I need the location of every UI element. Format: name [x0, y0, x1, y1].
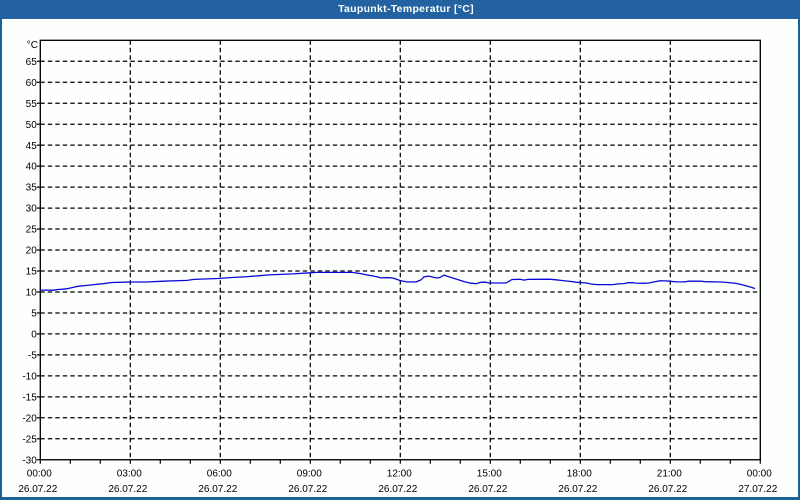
- svg-text:0: 0: [31, 330, 37, 341]
- svg-text:-20: -20: [22, 413, 37, 424]
- svg-text:35: 35: [26, 183, 38, 194]
- svg-text:15:00: 15:00: [477, 469, 502, 480]
- svg-text:26.07.22: 26.07.22: [558, 484, 597, 495]
- svg-text:09:00: 09:00: [297, 469, 322, 480]
- svg-text:18:00: 18:00: [567, 469, 592, 480]
- svg-text:°C: °C: [27, 40, 38, 51]
- svg-text:21:00: 21:00: [657, 469, 682, 480]
- svg-text:26.07.22: 26.07.22: [18, 484, 57, 495]
- svg-text:26.07.22: 26.07.22: [288, 484, 327, 495]
- svg-text:50: 50: [26, 120, 38, 131]
- svg-text:00:00: 00:00: [27, 469, 52, 480]
- svg-text:26.07.22: 26.07.22: [198, 484, 237, 495]
- svg-text:-30: -30: [22, 455, 37, 466]
- svg-text:-5: -5: [28, 350, 37, 361]
- svg-text:60: 60: [26, 78, 38, 89]
- svg-text:-10: -10: [22, 371, 37, 382]
- svg-text:30: 30: [26, 204, 38, 215]
- svg-text:20: 20: [26, 246, 38, 257]
- svg-text:03:00: 03:00: [117, 469, 142, 480]
- svg-text:26.07.22: 26.07.22: [108, 484, 147, 495]
- svg-text:27.07.22: 27.07.22: [738, 484, 777, 495]
- svg-text:26.07.22: 26.07.22: [648, 484, 687, 495]
- svg-text:55: 55: [26, 99, 38, 110]
- svg-text:25: 25: [26, 225, 38, 236]
- svg-text:10: 10: [26, 288, 38, 299]
- svg-text:15: 15: [26, 267, 38, 278]
- svg-text:-15: -15: [22, 392, 37, 403]
- svg-text:06:00: 06:00: [207, 469, 232, 480]
- svg-text:65: 65: [26, 57, 38, 68]
- svg-text:45: 45: [26, 141, 38, 152]
- svg-text:26.07.22: 26.07.22: [378, 484, 417, 495]
- svg-text:26.07.22: 26.07.22: [468, 484, 507, 495]
- svg-text:00:00: 00:00: [747, 469, 772, 480]
- svg-text:40: 40: [26, 162, 38, 173]
- svg-text:5: 5: [31, 309, 37, 320]
- svg-text:-25: -25: [22, 434, 37, 445]
- svg-text:12:00: 12:00: [387, 469, 412, 480]
